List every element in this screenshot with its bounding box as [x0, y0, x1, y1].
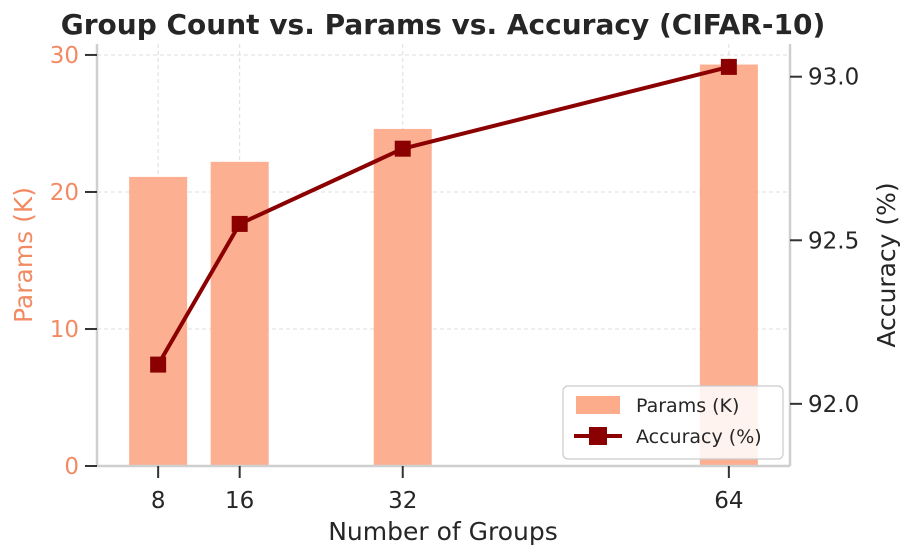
bar-params-32 [373, 128, 432, 466]
accuracy-marker-8 [150, 356, 167, 373]
bar-params-8 [129, 176, 188, 467]
y-left-tick-label: 10 [50, 317, 79, 343]
y-right-tick-label: 92.0 [808, 392, 859, 418]
legend-square-marker [589, 427, 607, 445]
legend-label-accuracy: Accuracy (%) [636, 426, 762, 448]
x-tick-label: 16 [225, 488, 254, 514]
y-right-tick-label: 93.0 [808, 65, 859, 91]
legend: Params (K) Accuracy (%) [562, 385, 784, 460]
bars [129, 64, 758, 467]
axes: 0 10 20 30 92.0 92.5 93.0 8 16 32 64 [50, 43, 860, 514]
x-tick-label: 8 [151, 488, 166, 514]
accuracy-marker-32 [394, 140, 411, 157]
legend-label-params: Params (K) [636, 395, 739, 417]
y-left-tick-label: 0 [64, 454, 79, 480]
bar-params-16 [210, 161, 269, 466]
y-left-tick-label: 20 [50, 180, 79, 206]
y-left-tick-label: 30 [50, 43, 79, 69]
x-tick-label: 32 [388, 488, 417, 514]
x-tick-label: 64 [714, 488, 743, 514]
accuracy-line-path [156, 64, 730, 366]
y-axis-left-label: Params (K) [9, 187, 38, 323]
accuracy-marker-64 [720, 58, 737, 75]
x-axis-label: Number of Groups [328, 517, 558, 546]
legend-bar-swatch [576, 396, 620, 414]
accuracy-line [150, 58, 737, 373]
chart-title: Group Count vs. Params vs. Accuracy (CIF… [61, 8, 826, 41]
y-right-tick-label: 92.5 [808, 228, 859, 254]
y-axis-right-label: Accuracy (%) [872, 182, 901, 347]
accuracy-marker-16 [231, 215, 248, 232]
